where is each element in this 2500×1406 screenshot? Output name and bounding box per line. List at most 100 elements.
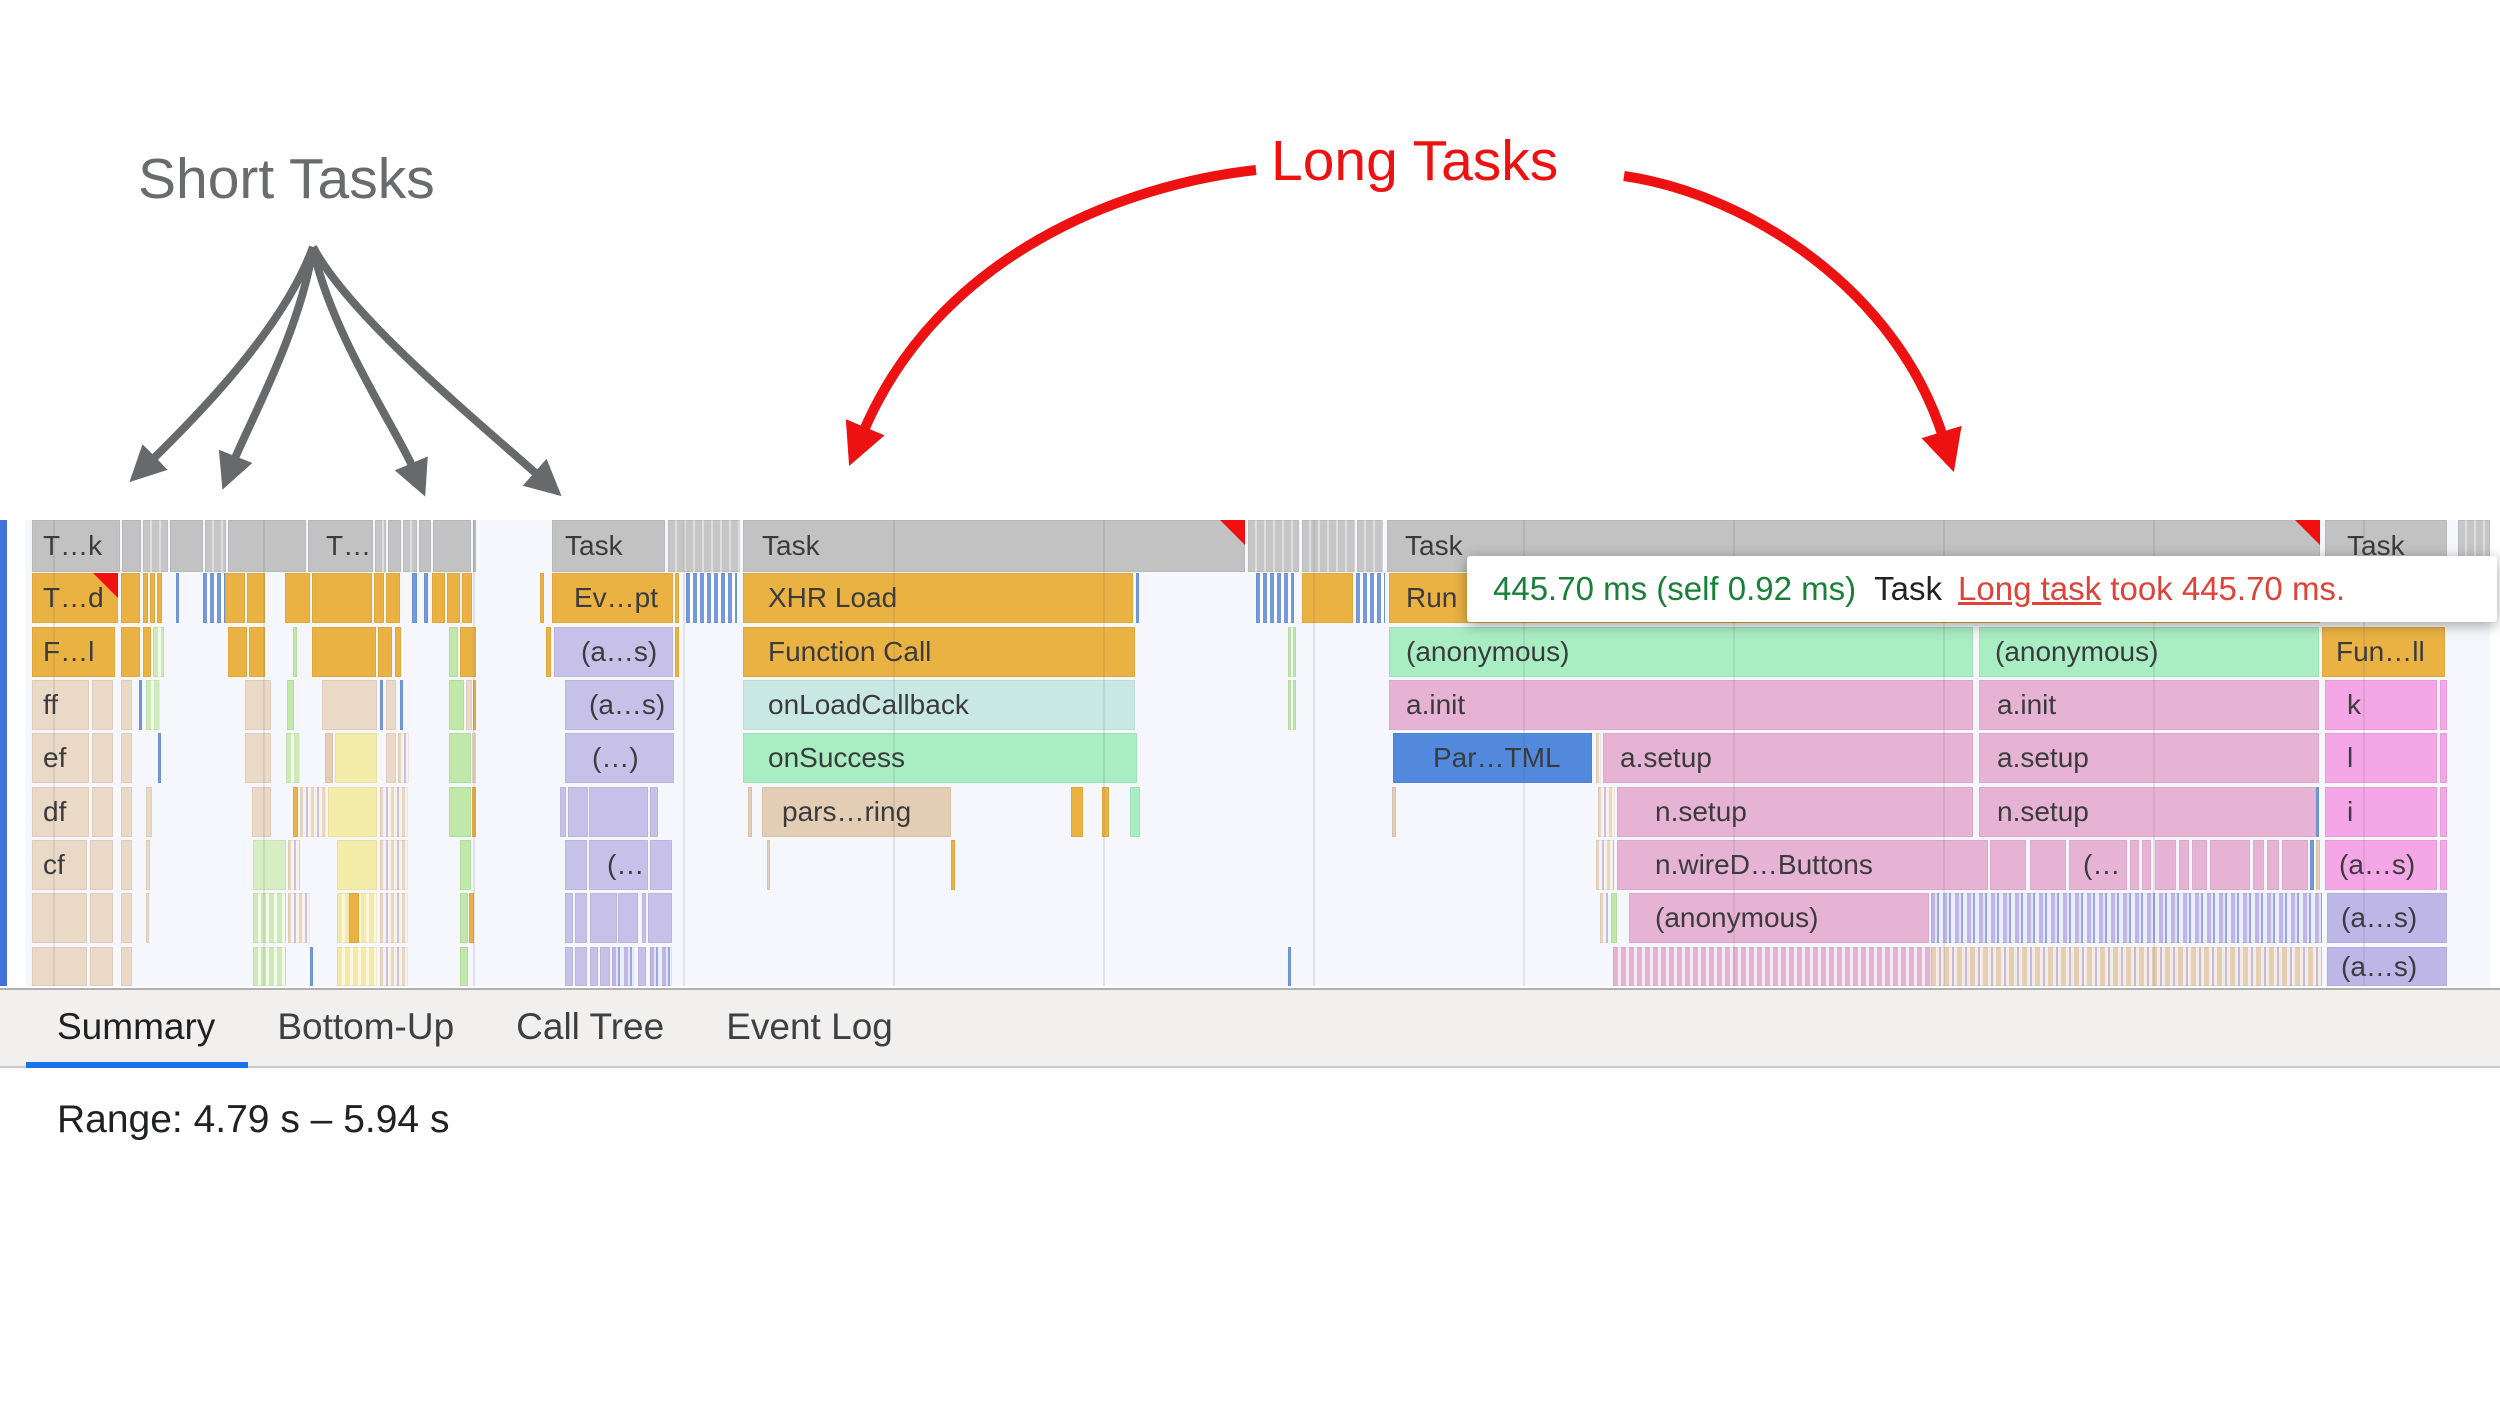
flame-bar[interactable]	[565, 840, 587, 890]
flame-bar[interactable]	[143, 627, 151, 677]
flame-bar-as[interactable]: (a…s)	[2325, 840, 2437, 890]
flame-bar[interactable]	[1611, 893, 1617, 943]
flame-bar[interactable]	[375, 520, 386, 572]
flame-bar[interactable]	[337, 947, 377, 986]
flame-bar-evpt[interactable]: Ev…pt	[552, 573, 673, 623]
flame-bar[interactable]	[349, 893, 359, 943]
flame-bar[interactable]	[2316, 840, 2320, 890]
flame-bar[interactable]	[2253, 840, 2264, 890]
flame-bar[interactable]	[1302, 573, 1353, 623]
flame-bar[interactable]	[143, 573, 148, 623]
flame-bar[interactable]	[1596, 733, 1601, 783]
flame-bar[interactable]	[589, 787, 648, 837]
flame-bar[interactable]	[565, 893, 573, 943]
flame-bar[interactable]	[460, 840, 471, 890]
flame-bar[interactable]	[412, 573, 417, 623]
flame-bar[interactable]	[473, 520, 476, 572]
flame-bar[interactable]	[424, 573, 428, 623]
flame-bar[interactable]	[2192, 840, 2207, 890]
flame-bar[interactable]	[466, 680, 472, 730]
flame-bar[interactable]	[150, 573, 155, 623]
flame-bar[interactable]	[380, 947, 408, 986]
flame-bar[interactable]	[249, 627, 265, 677]
flame-bar-cf[interactable]: cf	[32, 840, 87, 890]
flame-bar[interactable]	[121, 840, 132, 890]
flame-bar-asetup[interactable]: a.setup	[1603, 733, 1973, 783]
flame-bar[interactable]	[157, 573, 162, 623]
flame-bar[interactable]	[32, 947, 87, 986]
flame-bar[interactable]	[322, 680, 377, 730]
flame-bar[interactable]	[419, 520, 431, 572]
flame-bar[interactable]	[432, 573, 445, 623]
flame-bar[interactable]	[122, 520, 141, 572]
flame-bar[interactable]	[642, 893, 646, 943]
flame-bar-anonymous[interactable]: (anonymous)	[1389, 627, 1973, 677]
flame-bar[interactable]	[380, 787, 408, 837]
flame-bar-functioncall[interactable]: Function Call	[743, 627, 1135, 677]
flame-bar[interactable]	[337, 840, 377, 890]
flame-bar[interactable]	[2440, 840, 2447, 890]
flame-bar-t[interactable]: T…	[308, 520, 373, 572]
flame-bar[interactable]	[540, 573, 544, 623]
flame-bar-fl[interactable]: F…l	[32, 627, 115, 677]
flame-bar[interactable]	[1293, 680, 1296, 730]
flame-bar[interactable]	[1392, 787, 1396, 837]
flame-bar[interactable]	[460, 627, 476, 677]
flame-bar[interactable]	[285, 573, 310, 623]
long-task-link[interactable]: Long task	[1958, 570, 2102, 607]
flame-bar[interactable]	[335, 733, 377, 783]
flame-bar[interactable]	[228, 627, 247, 677]
flame-bar-asetup[interactable]: a.setup	[1979, 733, 2319, 783]
flame-bar[interactable]	[293, 787, 298, 837]
flame-bar-td[interactable]: T…d	[32, 573, 118, 623]
flame-bar[interactable]	[648, 893, 672, 943]
flame-bar[interactable]	[293, 627, 297, 677]
flame-bar[interactable]	[1288, 627, 1291, 677]
flame-bar[interactable]	[146, 787, 152, 837]
flame-bar[interactable]	[288, 893, 310, 943]
flame-bar-as[interactable]: (a…s)	[2327, 947, 2447, 986]
flame-bar[interactable]	[158, 733, 161, 783]
flame-bar[interactable]	[247, 573, 265, 623]
flame-bar[interactable]	[575, 893, 587, 943]
flame-bar-tk[interactable]: T…k	[32, 520, 120, 572]
flame-bar[interactable]	[139, 680, 142, 730]
flame-bar[interactable]	[121, 627, 140, 677]
flame-bar[interactable]	[2310, 840, 2314, 890]
flame-bar[interactable]	[312, 573, 372, 623]
flame-bar-anonymous[interactable]: (anonymous)	[1979, 627, 2319, 677]
flame-bar[interactable]	[612, 947, 634, 986]
flame-bar[interactable]	[92, 733, 113, 783]
tab-bottom-up[interactable]: Bottom-Up	[277, 1006, 455, 1047]
flame-bar-parsring[interactable]: pars…ring	[762, 787, 951, 837]
flame-bar[interactable]	[2155, 840, 2176, 890]
flame-bar[interactable]	[2316, 787, 2319, 837]
flame-bar[interactable]	[449, 627, 458, 677]
flame-bar[interactable]	[153, 627, 164, 677]
flame-bar[interactable]	[253, 947, 286, 986]
flame-bar[interactable]	[650, 787, 658, 837]
flame-bar-nwiredbuttons[interactable]: n.wireD…Buttons	[1617, 840, 1988, 890]
flame-bar[interactable]	[121, 680, 132, 730]
flame-bar-onsuccess[interactable]: onSuccess	[743, 733, 1137, 783]
flame-bar[interactable]	[2210, 840, 2250, 890]
flame-bar[interactable]	[1931, 893, 2322, 943]
flame-bar[interactable]	[225, 573, 245, 623]
flame-bar-ef[interactable]: ef	[32, 733, 89, 783]
flame-bar-anonymous[interactable]: (anonymous)	[1629, 893, 1929, 943]
flame-bar-[interactable]: (…	[2069, 840, 2127, 890]
flame-bar[interactable]	[1071, 787, 1083, 837]
flame-bar-l[interactable]: l	[2325, 733, 2437, 783]
flame-bar[interactable]	[1990, 840, 2026, 890]
flame-bar[interactable]	[686, 573, 737, 623]
flame-bar[interactable]	[1357, 520, 1383, 572]
flame-bar[interactable]	[590, 947, 598, 986]
flame-bar[interactable]	[252, 787, 271, 837]
flame-bar[interactable]	[1102, 787, 1109, 837]
flame-bar[interactable]	[146, 680, 160, 730]
flame-bar[interactable]	[2282, 840, 2308, 890]
flame-bar[interactable]	[2130, 840, 2139, 890]
flame-bar-nsetup[interactable]: n.setup	[1617, 787, 1973, 837]
flame-bar[interactable]	[675, 573, 679, 623]
flame-bar[interactable]	[403, 520, 417, 572]
